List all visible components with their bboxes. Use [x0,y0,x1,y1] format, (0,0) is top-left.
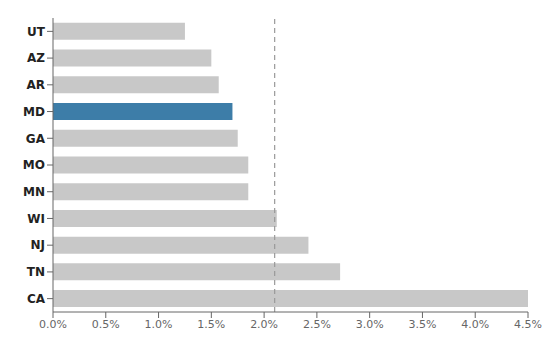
svg-text:AR: AR [26,78,45,92]
svg-text:2.5%: 2.5% [303,318,331,331]
svg-text:MN: MN [23,185,45,199]
svg-text:AZ: AZ [27,51,45,65]
svg-text:WI: WI [27,212,45,226]
svg-text:0.5%: 0.5% [92,318,120,331]
svg-text:4.0%: 4.0% [461,318,489,331]
svg-text:CA: CA [27,292,46,306]
svg-text:NJ: NJ [30,238,45,252]
svg-text:1.5%: 1.5% [197,318,225,331]
svg-text:3.5%: 3.5% [408,318,436,331]
svg-text:UT: UT [27,25,46,39]
svg-text:2.0%: 2.0% [250,318,278,331]
svg-text:0.0%: 0.0% [39,318,67,331]
svg-text:1.0%: 1.0% [145,318,173,331]
svg-text:MO: MO [23,158,45,172]
svg-text:TN: TN [27,265,45,279]
svg-text:MD: MD [23,105,45,119]
svg-text:4.5%: 4.5% [514,318,542,331]
svg-text:3.0%: 3.0% [356,318,384,331]
svg-text:GA: GA [26,132,46,146]
